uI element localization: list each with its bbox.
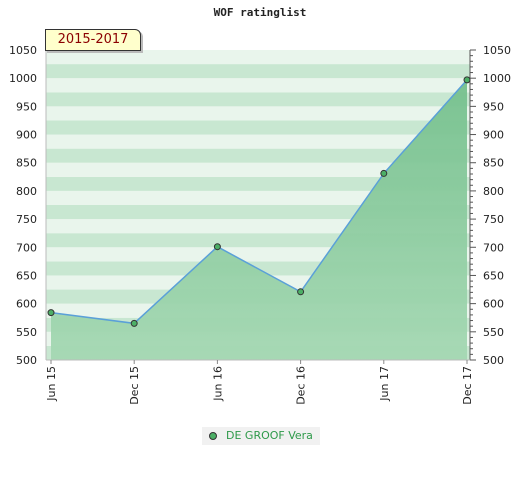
grid-band	[46, 176, 470, 191]
y-tick-label-left: 800	[16, 185, 37, 198]
grid-band	[46, 120, 470, 135]
y-tick-label-right: 550	[483, 326, 504, 339]
y-tick-label-right: 950	[483, 100, 504, 113]
x-tick-label: Jun 16	[211, 366, 224, 402]
y-tick-label-right: 500	[483, 354, 504, 367]
data-point	[297, 288, 305, 296]
y-tick-label-right: 650	[483, 269, 504, 282]
x-tick-label: Dec 15	[128, 366, 141, 405]
y-tick-label-left: 750	[16, 213, 37, 226]
y-tick-label-left: 700	[16, 241, 37, 254]
y-axis-left: 500 550 600 650 700 750 800 850 900 950 1000 1050	[9, 44, 37, 367]
y-tick-label-left: 850	[16, 157, 37, 170]
y-axis-right: 500 550 600 650 700 750 800 850 900 950 1000 1050	[483, 44, 511, 367]
y-tick-label-left: 500	[16, 354, 37, 367]
grid-band	[46, 92, 470, 107]
grid-band	[46, 134, 470, 149]
y-tick-label-right: 700	[483, 241, 504, 254]
y-tick-label-right: 850	[483, 157, 504, 170]
legend-label: DE GROOF Vera	[226, 429, 313, 442]
grid-band	[46, 50, 470, 65]
x-tick-label: Jun 17	[378, 366, 391, 402]
grid-band	[46, 106, 470, 121]
area-layer	[50, 79, 468, 360]
grid-band	[46, 64, 470, 79]
data-point	[47, 309, 55, 317]
chart-title: WOF ratinglist	[213, 6, 307, 19]
period-label: 2015-2017	[45, 29, 141, 51]
y-tick-label-right: 900	[483, 129, 504, 142]
series-area	[51, 79, 467, 360]
y-tick-label-left: 1050	[9, 44, 37, 57]
y-tick-label-left: 900	[16, 129, 37, 142]
data-point	[130, 319, 138, 327]
legend: DE GROOF Vera	[202, 427, 320, 445]
data-point	[463, 76, 471, 84]
y-tick-label-right: 1050	[483, 44, 511, 57]
y-tick-label-right: 750	[483, 213, 504, 226]
axes	[45, 49, 476, 364]
x-axis: Jun 15 Dec 15 Jun 16 Dec 16 Jun 17 Dec 17	[45, 366, 474, 405]
legend-marker	[209, 432, 217, 440]
series-markers	[47, 76, 471, 327]
y-tick-label-left: 1000	[9, 72, 37, 85]
y-tick-label-left: 600	[16, 298, 37, 311]
x-tick-label: Dec 16	[295, 366, 308, 405]
y-tick-label-left: 550	[16, 326, 37, 339]
x-tick-label: Jun 15	[45, 366, 58, 402]
series-line	[50, 79, 468, 325]
y-tick-label-right: 600	[483, 298, 504, 311]
data-point	[380, 169, 388, 177]
y-tick-label-right: 1000	[483, 72, 511, 85]
grid-band	[46, 162, 470, 177]
y-tick-label-left: 650	[16, 269, 37, 282]
x-tick-label: Dec 17	[461, 366, 474, 405]
y-tick-label-left: 950	[16, 100, 37, 113]
data-point	[213, 243, 221, 251]
y-tick-label-right: 800	[483, 185, 504, 198]
grid-band	[46, 78, 470, 93]
grid-band	[46, 148, 470, 163]
